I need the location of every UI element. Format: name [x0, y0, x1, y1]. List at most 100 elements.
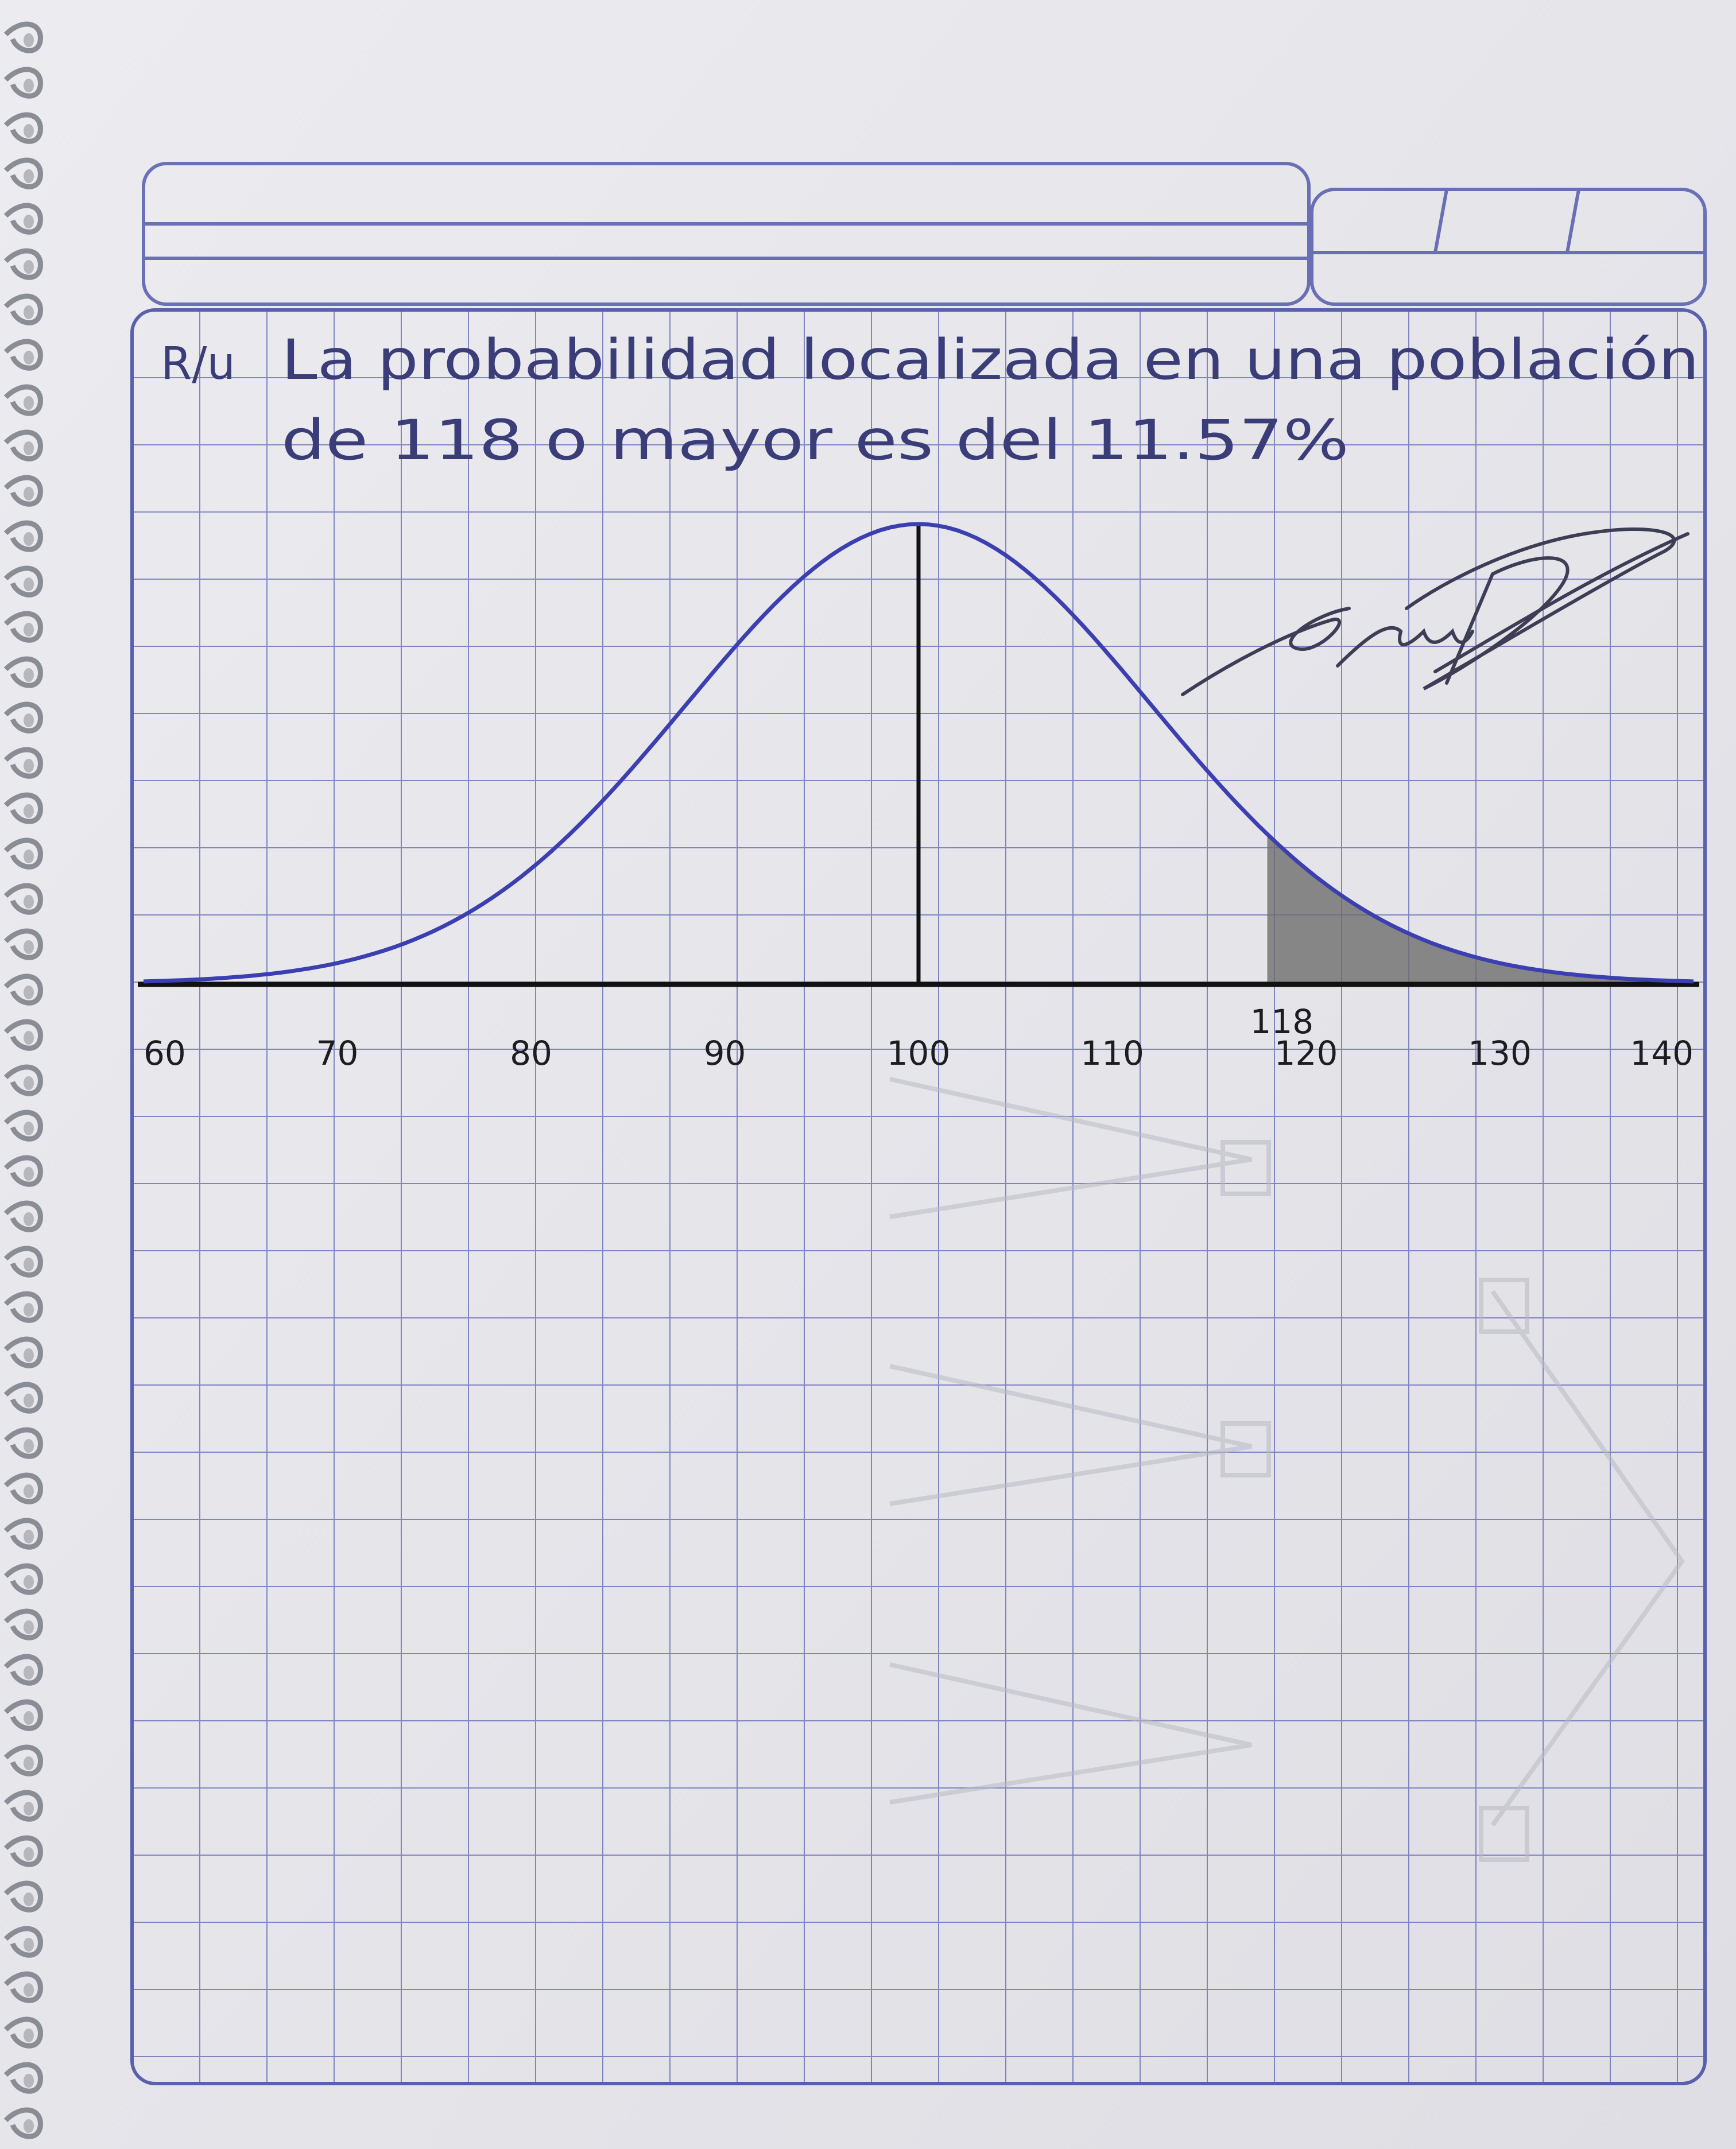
spiral-ring	[3, 1427, 43, 1459]
spiral-hole	[24, 1303, 34, 1317]
x-tick-100: 100	[887, 1034, 951, 1073]
spiral-hole	[24, 1666, 34, 1679]
spiral-ring	[3, 611, 43, 643]
spiral-ring	[3, 2062, 43, 2094]
spiral-hole	[24, 1938, 34, 1952]
spiral-ring	[3, 701, 43, 734]
signature	[1181, 527, 1690, 696]
marker-118-label: 118	[1250, 1002, 1314, 1041]
spiral-hole	[24, 759, 34, 773]
spiral-ring	[3, 248, 43, 280]
x-tick-90: 90	[704, 1034, 746, 1073]
spiral-binding	[3, 21, 43, 2139]
spiral-ring	[3, 1926, 43, 1958]
spiral-ring	[3, 1064, 43, 1096]
spiral-hole	[24, 124, 34, 138]
spiral-hole	[24, 351, 34, 364]
spiral-ring	[3, 1971, 43, 2003]
x-tick-labels: 60 70 80 90 100 110 120 130 140	[144, 1034, 1694, 1073]
spiral-hole	[24, 1348, 34, 1362]
spiral-hole	[24, 668, 34, 682]
note-line-1: La probabilidad localizada en una poblac…	[281, 328, 1699, 392]
spiral-ring	[3, 1699, 43, 1731]
spiral-hole	[24, 215, 34, 228]
spiral-hole	[24, 33, 34, 47]
header-boxes	[142, 162, 1707, 306]
spiral-hole	[24, 2119, 34, 2133]
spiral-ring	[3, 2016, 43, 2049]
spiral-ring	[3, 792, 43, 824]
spiral-ring	[3, 1019, 43, 1051]
spiral-ring	[3, 656, 43, 688]
spiral-ring	[3, 293, 43, 325]
note-prefix: R/u	[161, 338, 235, 390]
spiral-hole	[24, 1439, 34, 1453]
spiral-hole	[24, 1122, 34, 1135]
spiral-ring	[3, 1155, 43, 1187]
spiral-hole	[24, 804, 34, 818]
note-line-2: de 118 o mayor es del 11.57%	[281, 408, 1349, 472]
spiral-hole	[24, 1802, 34, 1816]
spiral-hole	[24, 1031, 34, 1045]
spiral-hole	[24, 441, 34, 455]
spiral-ring	[3, 928, 43, 960]
spiral-hole	[24, 79, 34, 92]
spiral-ring	[3, 1200, 43, 1232]
spiral-ring	[3, 1608, 43, 1640]
spiral-ring	[3, 429, 43, 461]
normal-curve-drawing: 60 70 80 90 100 110 120 130 140 118	[138, 522, 1699, 1073]
spiral-hole	[24, 1258, 34, 1271]
handwritten-note: R/u La probabilidad localizada en una po…	[161, 328, 1699, 472]
spiral-hole	[24, 1620, 34, 1634]
shaded-tail-area	[1267, 834, 1694, 984]
spiral-hole	[24, 1756, 34, 1770]
spiral-hole	[24, 986, 34, 999]
x-tick-140: 140	[1630, 1034, 1694, 1073]
spiral-hole	[24, 1711, 34, 1725]
spiral-hole	[24, 2028, 34, 2042]
spiral-ring	[3, 1246, 43, 1278]
x-tick-130: 130	[1468, 1034, 1532, 1073]
spiral-ring	[3, 21, 43, 53]
spiral-ring	[3, 203, 43, 235]
x-tick-120: 120	[1274, 1034, 1338, 1073]
spiral-ring	[3, 157, 43, 189]
spiral-hole	[24, 849, 34, 863]
spiral-hole	[24, 1167, 34, 1181]
spiral-ring	[3, 384, 43, 416]
spiral-ring	[3, 112, 43, 144]
bell-curve	[143, 522, 1694, 984]
spiral-ring	[3, 339, 43, 371]
x-tick-60: 60	[144, 1034, 186, 1073]
spiral-hole	[24, 1484, 34, 1498]
spiral-ring	[3, 1110, 43, 1142]
spiral-hole	[24, 305, 34, 319]
spiral-ring	[3, 1880, 43, 1913]
spiral-ring	[3, 747, 43, 779]
spiral-hole	[24, 532, 34, 546]
spiral-hole	[24, 1394, 34, 1407]
title-box	[142, 162, 1311, 306]
spiral-hole	[24, 2074, 34, 2088]
spiral-hole	[24, 713, 34, 727]
spiral-hole	[24, 260, 34, 274]
spiral-ring	[3, 1654, 43, 1686]
spiral-hole	[24, 1983, 34, 1997]
spiral-ring	[3, 883, 43, 915]
spiral-hole	[24, 1076, 34, 1090]
spiral-ring	[3, 2107, 43, 2139]
spiral-hole	[24, 1530, 34, 1543]
spiral-hole	[24, 1892, 34, 1906]
spiral-ring	[3, 837, 43, 870]
spiral-ring	[3, 1744, 43, 1776]
spiral-hole	[24, 169, 34, 183]
spiral-ring	[3, 1472, 43, 1504]
spiral-ring	[3, 1790, 43, 1822]
spiral-hole	[24, 895, 34, 909]
spiral-ring	[3, 1835, 43, 1867]
date-box	[1310, 188, 1707, 306]
spiral-ring	[3, 475, 43, 507]
x-tick-110: 110	[1080, 1034, 1144, 1073]
spiral-hole	[24, 396, 34, 410]
spiral-hole	[24, 487, 34, 501]
